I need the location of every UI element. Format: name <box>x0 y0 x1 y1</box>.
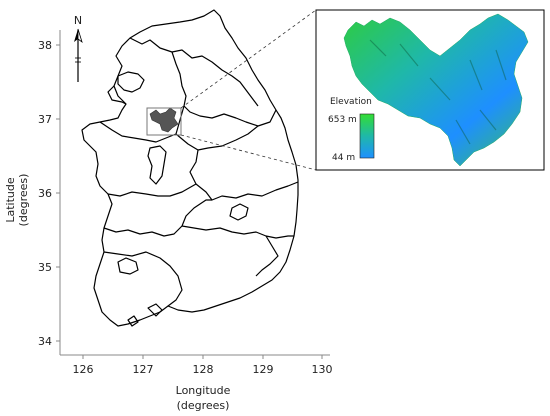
island <box>147 303 163 317</box>
inset-connector-line <box>180 9 317 109</box>
x-axis-title-units: (degrees) <box>177 399 230 412</box>
y-tick-label: 35 <box>38 261 52 274</box>
province-border <box>197 125 259 151</box>
terrain-shading <box>369 39 507 145</box>
province-border <box>107 183 197 197</box>
province-border <box>103 251 183 307</box>
y-tick-label: 38 <box>38 39 52 52</box>
x-tick-label: 129 <box>253 363 274 376</box>
province-border <box>147 145 167 185</box>
y-tick-label: 36 <box>38 187 52 200</box>
province-border <box>103 199 212 237</box>
x-ticks: 126 127 128 129 130 <box>73 355 333 376</box>
elevation-map <box>343 13 529 167</box>
province-border <box>117 71 145 93</box>
x-tick-label: 126 <box>73 363 94 376</box>
x-tick-label: 130 <box>312 363 333 376</box>
y-axis-title-units: (degrees) <box>17 174 30 227</box>
province-border <box>229 203 249 221</box>
coastline <box>81 9 299 327</box>
elevation-inset: Elevation 653 m 44 m <box>315 9 545 171</box>
province-border <box>175 105 299 201</box>
x-axis-title: Longitude <box>176 384 231 397</box>
y-axis-title: Latitude <box>4 177 17 223</box>
y-ticks: 38 37 36 35 34 <box>38 39 60 348</box>
study-area-box <box>146 107 182 136</box>
y-tick-label: 37 <box>38 113 52 126</box>
legend-color-bar <box>359 113 375 159</box>
korea-map <box>81 9 299 327</box>
north-arrow-icon: N <box>74 14 83 82</box>
study-area <box>149 107 179 133</box>
province-border <box>129 37 259 107</box>
x-tick-label: 128 <box>193 363 214 376</box>
x-tick-label: 127 <box>133 363 154 376</box>
island <box>127 315 139 327</box>
province-border <box>181 225 294 239</box>
province-border <box>117 257 139 275</box>
legend-min-label: 44 m <box>332 153 355 163</box>
legend-max-label: 653 m <box>328 115 357 125</box>
province-border <box>99 121 177 143</box>
inset-connector-line <box>180 134 317 171</box>
north-label: N <box>74 14 82 27</box>
y-tick-label: 34 <box>38 335 52 348</box>
province-border <box>107 85 127 105</box>
province-border <box>255 235 279 277</box>
legend-title: Elevation <box>330 97 372 107</box>
province-border <box>171 51 277 127</box>
